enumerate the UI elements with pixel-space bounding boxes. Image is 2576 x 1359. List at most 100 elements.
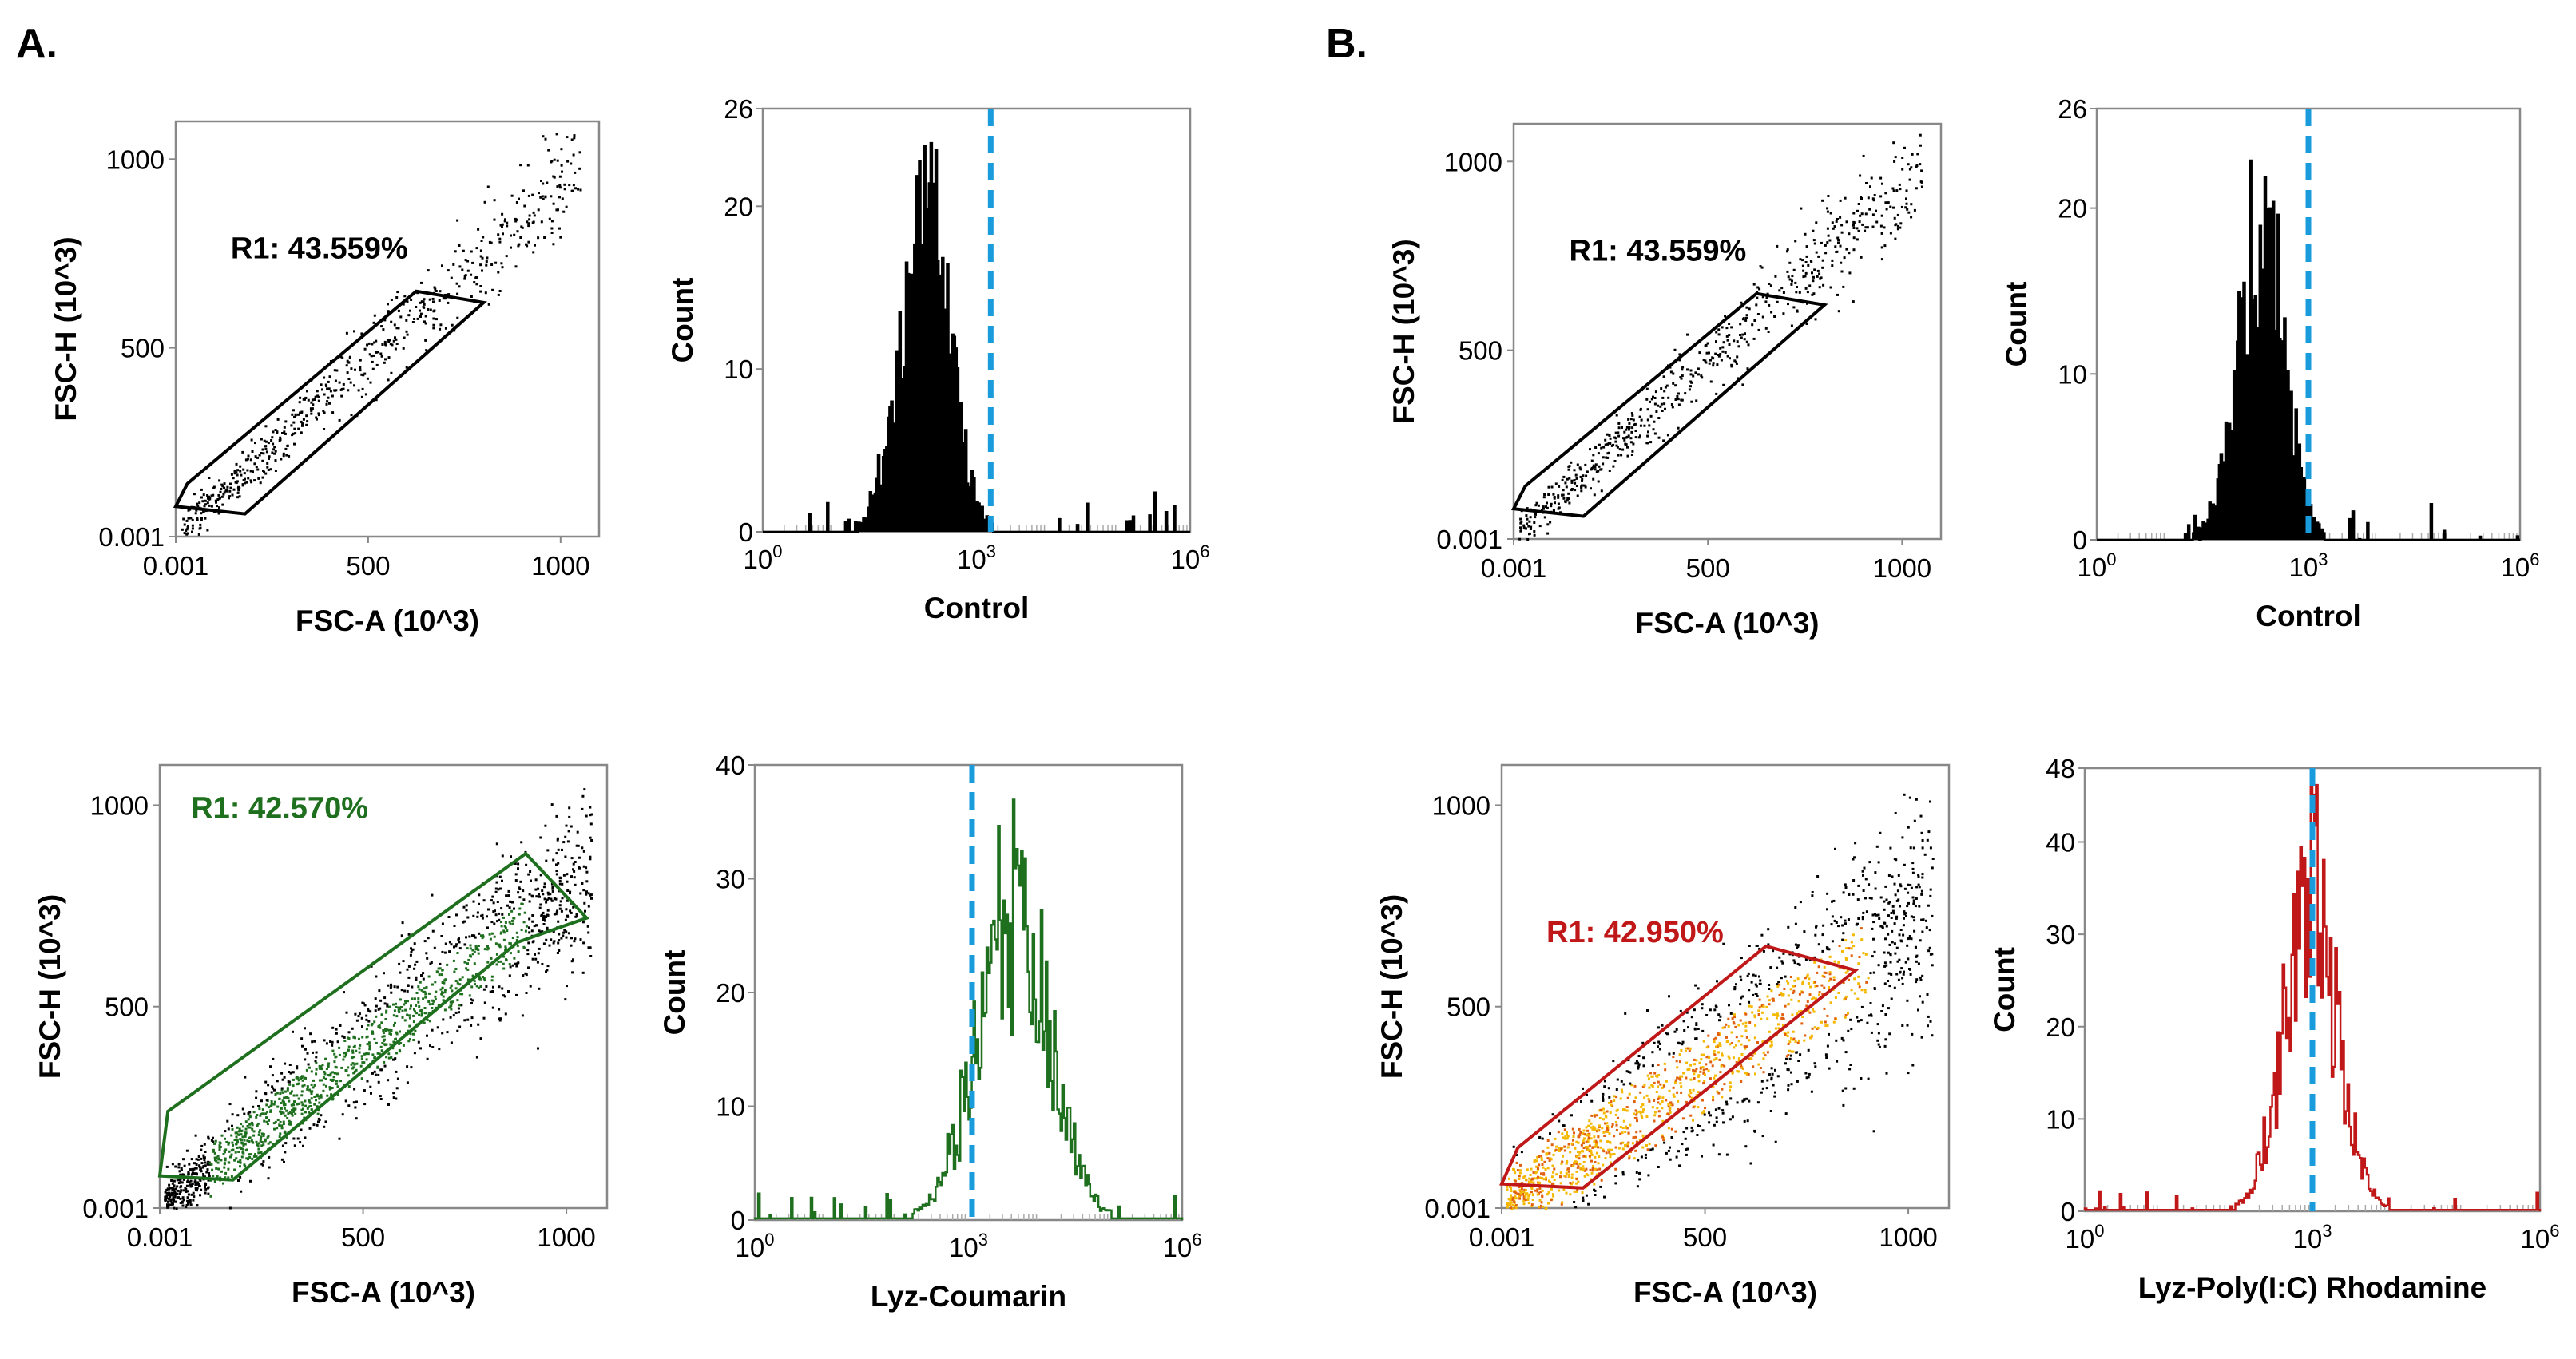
scatter-point: [1645, 1094, 1649, 1097]
scatter-point: [407, 965, 411, 968]
scatter-point: [1800, 1009, 1803, 1012]
scatter-point: [1888, 1032, 1891, 1036]
scatter-point: [554, 913, 558, 916]
scatter-point: [233, 1139, 236, 1141]
scatter-point: [1909, 968, 1911, 971]
scatter-point: [1538, 1163, 1541, 1167]
scatter-point: [367, 1020, 371, 1023]
scatter-point: [1885, 898, 1888, 901]
scatter-point: [1717, 328, 1721, 331]
scatter-point: [555, 870, 558, 873]
scatter-point: [1690, 1126, 1693, 1129]
scatter-point: [1915, 798, 1918, 801]
scatter-point: [1513, 1200, 1516, 1203]
scatter-point: [557, 208, 559, 212]
scatter-point: [1807, 1076, 1810, 1079]
scatter-point: [318, 1067, 321, 1070]
gate-polygon[interactable]: [1498, 944, 1860, 1190]
scatter-point: [1570, 479, 1574, 482]
scatter-point: [1603, 1195, 1606, 1199]
scatter-point: [203, 505, 206, 508]
scatter-point: [1715, 1120, 1718, 1123]
scatter-point: [448, 1006, 451, 1009]
scatter-point: [1658, 1042, 1661, 1045]
x-tick-label: 500: [346, 551, 390, 580]
gate-polygon[interactable]: [1510, 291, 1828, 518]
scatter-point: [1699, 1067, 1702, 1070]
scatter-point: [571, 971, 574, 974]
scatter-point: [424, 996, 427, 999]
scatter-point: [1817, 255, 1820, 258]
scatter-point: [215, 501, 217, 504]
scatter-point: [200, 1144, 204, 1147]
scatter-point: [1794, 906, 1797, 909]
scatter-point: [1521, 1182, 1524, 1185]
scatter-point: [398, 962, 401, 965]
scatter-point: [1544, 1168, 1547, 1171]
scatter-point: [1887, 201, 1890, 204]
scatter-point: [247, 1158, 249, 1161]
scatter-point: [1705, 351, 1709, 355]
scatter-point: [1774, 1140, 1777, 1143]
scatter-point: [579, 892, 582, 895]
scatter-point: [472, 914, 475, 917]
scatter-point: [302, 1144, 304, 1147]
scatter-point: [331, 394, 334, 398]
scatter-point: [291, 1114, 294, 1117]
scatter-point: [280, 1087, 284, 1090]
scatter-point: [1893, 882, 1896, 886]
scatter-point: [250, 481, 253, 484]
scatter-point: [394, 1057, 397, 1060]
scatter-point: [1578, 1133, 1582, 1136]
scatter-point: [1689, 385, 1692, 388]
scatter-point: [1751, 323, 1754, 327]
scatter-point: [1702, 1053, 1705, 1056]
scatter-point: [1796, 309, 1799, 312]
scatter-point: [1557, 494, 1560, 497]
scatter-point: [255, 1090, 258, 1093]
scatter-point: [235, 1135, 238, 1139]
scatter-point: [450, 276, 453, 279]
scatter-point: [481, 913, 484, 917]
scatter-point: [1733, 1046, 1736, 1049]
scatter-point: [1663, 402, 1666, 406]
scatter-point: [1729, 1012, 1733, 1015]
scatter-point: [1802, 275, 1805, 279]
scatter-point: [1842, 285, 1845, 288]
scatter-point: [1524, 1178, 1527, 1181]
scatter-point: [186, 1199, 189, 1202]
scatter-point: [227, 1176, 230, 1179]
scatter-point: [1538, 1199, 1542, 1202]
scatter-point: [354, 368, 356, 371]
scatter-point: [1552, 1153, 1555, 1156]
scatter-point: [547, 893, 550, 896]
scatter-point: [1627, 418, 1630, 421]
scatter-point: [542, 911, 545, 914]
scatter-point: [1596, 1130, 1599, 1133]
scatter-point: [329, 1040, 332, 1043]
scatter-point: [300, 1090, 304, 1093]
scatter-point: [371, 1032, 374, 1035]
scatter-point: [1844, 971, 1848, 974]
gate-polygon[interactable]: [173, 289, 487, 516]
scatter-point: [1605, 1151, 1608, 1155]
scatter-point: [542, 942, 546, 945]
scatter-point: [278, 1124, 281, 1127]
scatter-point: [1689, 1078, 1693, 1081]
scatter-point: [1730, 1042, 1733, 1044]
scatter-point: [1652, 428, 1655, 431]
scatter-point: [1740, 1064, 1743, 1068]
scatter-point: [1872, 1130, 1875, 1133]
scatter-point: [404, 1000, 407, 1003]
scatter-point: [1778, 993, 1781, 996]
scatter-point: [1848, 893, 1851, 896]
scatter-point: [479, 249, 482, 252]
scatter-point: [1899, 971, 1902, 974]
gate-polygon[interactable]: [157, 851, 590, 1182]
scatter-point: [268, 1155, 271, 1159]
scatter-point: [520, 841, 523, 844]
scatter-point: [1575, 1160, 1578, 1163]
scatter-point: [320, 1114, 323, 1117]
scatter-point: [1780, 1016, 1784, 1020]
scatter-point: [1520, 1190, 1523, 1193]
